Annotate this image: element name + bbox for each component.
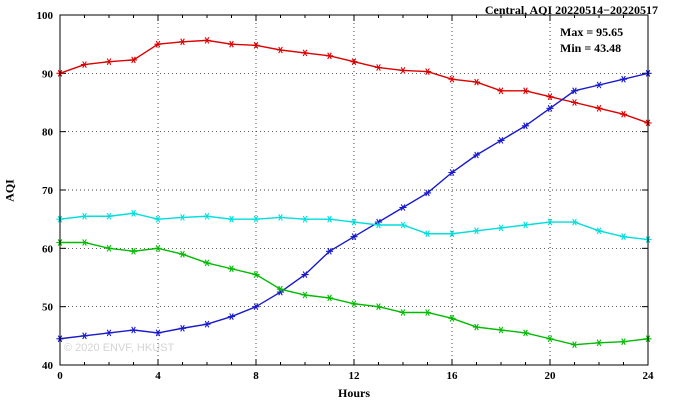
y-axis-label: AQI bbox=[2, 179, 17, 202]
svg-text:40: 40 bbox=[42, 360, 54, 372]
x-axis-label: Hours bbox=[337, 386, 370, 400]
svg-text:70: 70 bbox=[42, 185, 54, 197]
svg-text:4: 4 bbox=[155, 370, 161, 382]
svg-text:16: 16 bbox=[447, 370, 459, 382]
watermark-text: © 2020 ENVF, HKUST bbox=[64, 342, 175, 354]
svg-text:80: 80 bbox=[42, 127, 54, 139]
svg-text:100: 100 bbox=[37, 10, 54, 22]
svg-text:12: 12 bbox=[349, 370, 361, 382]
svg-text:8: 8 bbox=[253, 370, 259, 382]
svg-text:60: 60 bbox=[42, 243, 54, 255]
chart-title: Central, AQI 20220514−20220517 bbox=[484, 3, 658, 17]
max-min-annotation: Max = 95.65 Min = 43.48 bbox=[560, 24, 623, 56]
svg-text:24: 24 bbox=[643, 370, 655, 382]
max-value-label: Max = 95.65 bbox=[560, 25, 624, 39]
svg-text:90: 90 bbox=[42, 68, 54, 80]
svg-text:0: 0 bbox=[57, 370, 63, 382]
svg-text:50: 50 bbox=[42, 302, 54, 314]
min-value-label: Min = 43.48 bbox=[560, 41, 622, 56]
svg-text:20: 20 bbox=[545, 370, 557, 382]
